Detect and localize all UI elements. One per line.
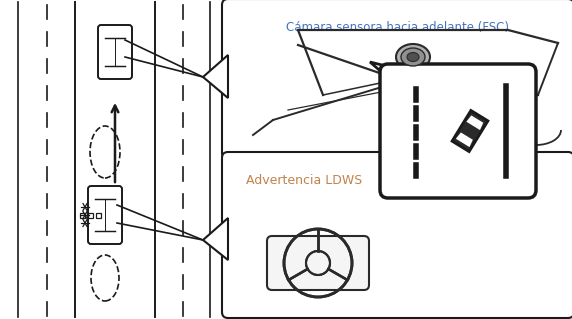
FancyBboxPatch shape: [222, 152, 572, 318]
Text: Advertencia LDWS: Advertencia LDWS: [246, 174, 362, 187]
FancyBboxPatch shape: [380, 64, 536, 198]
Polygon shape: [452, 110, 488, 152]
FancyBboxPatch shape: [267, 236, 369, 290]
Polygon shape: [456, 132, 473, 147]
Bar: [80, 213, 85, 218]
Ellipse shape: [401, 48, 425, 66]
Ellipse shape: [396, 44, 430, 70]
Bar: [96, 213, 101, 218]
FancyBboxPatch shape: [222, 0, 572, 159]
Polygon shape: [203, 218, 228, 260]
Ellipse shape: [407, 53, 419, 62]
Polygon shape: [370, 62, 418, 82]
Bar: [88, 213, 93, 218]
Polygon shape: [203, 55, 228, 98]
Text: Cámara sensora hacia adelante (FSC): Cámara sensora hacia adelante (FSC): [287, 21, 510, 34]
Polygon shape: [466, 115, 483, 130]
